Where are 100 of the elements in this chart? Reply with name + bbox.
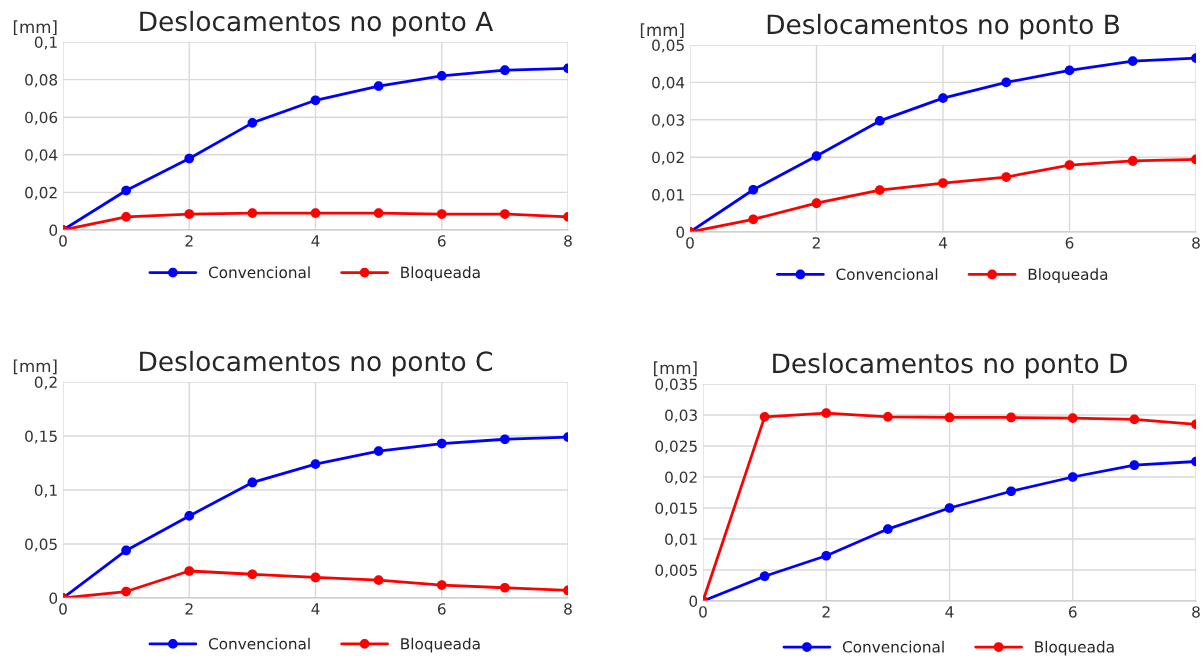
y-axis-title: [mm] bbox=[654, 361, 697, 377]
point bbox=[1064, 160, 1075, 170]
point bbox=[1006, 412, 1016, 423]
point bbox=[1001, 77, 1012, 88]
y-tick-label: 0,02 bbox=[652, 151, 684, 165]
y-tick-label: 0,02 bbox=[665, 471, 697, 485]
x-tick-label: 2 bbox=[822, 606, 830, 618]
legend-label: Convencional bbox=[836, 268, 938, 281]
x-tick-label: 6 bbox=[1068, 606, 1077, 618]
point bbox=[821, 408, 832, 418]
point bbox=[373, 208, 384, 218]
x-tick-label: 4 bbox=[945, 606, 954, 618]
x-tick-label: 6 bbox=[437, 603, 446, 615]
x-tick-label: 0 bbox=[699, 606, 707, 618]
point bbox=[121, 545, 131, 556]
point bbox=[184, 153, 195, 164]
point bbox=[944, 503, 955, 513]
y-axis-title: [mm] bbox=[13, 20, 57, 36]
y-tick-label: 0,03 bbox=[652, 114, 684, 128]
y-tick-label: 0,04 bbox=[25, 149, 58, 163]
point bbox=[938, 93, 948, 103]
point bbox=[121, 185, 131, 196]
y-tick-label: 0,035 bbox=[655, 378, 697, 392]
y-tick-label: 0,04 bbox=[652, 76, 685, 90]
legend-label: Convencional bbox=[208, 266, 310, 279]
point bbox=[310, 572, 321, 583]
point bbox=[310, 459, 321, 469]
x-tick-label: 0 bbox=[59, 603, 67, 615]
point bbox=[373, 81, 384, 92]
point bbox=[121, 586, 131, 597]
y-tick-label: 0,1 bbox=[34, 36, 57, 50]
legend-label: Bloqueada bbox=[401, 637, 480, 653]
x-tick-label: 2 bbox=[185, 235, 193, 247]
y-tick-label: 0,025 bbox=[655, 440, 697, 454]
point bbox=[247, 569, 258, 580]
x-tick-label: 8 bbox=[564, 603, 572, 615]
chart-title: Deslocamentos no ponto A bbox=[140, 10, 494, 37]
legend-label: Bloqueada bbox=[1028, 268, 1108, 283]
y-tick-label: 0,02 bbox=[25, 186, 57, 200]
y-tick-label: 0,01 bbox=[665, 533, 697, 547]
point bbox=[436, 70, 447, 81]
y-tick-label: 0,08 bbox=[25, 74, 58, 88]
legend-label: Convencional bbox=[842, 640, 944, 653]
point bbox=[1006, 486, 1016, 497]
x-tick-label: 2 bbox=[185, 603, 193, 615]
point bbox=[883, 412, 893, 422]
legend-label: Convencional bbox=[208, 637, 310, 650]
point bbox=[1001, 172, 1012, 182]
y-axis-title: [mm] bbox=[640, 23, 684, 39]
x-tick-label: 6 bbox=[437, 235, 446, 247]
point bbox=[759, 412, 770, 422]
y-tick-label: 0 bbox=[49, 224, 58, 237]
point bbox=[247, 117, 258, 128]
point bbox=[310, 208, 321, 218]
point bbox=[121, 211, 131, 222]
y-tick-label: 0 bbox=[676, 226, 685, 239]
point bbox=[247, 477, 258, 488]
point bbox=[1127, 156, 1138, 166]
y-tick-label: 0,2 bbox=[34, 376, 57, 390]
point bbox=[500, 582, 510, 593]
x-tick-label: 4 bbox=[311, 603, 320, 615]
y-tick-label: 0,15 bbox=[25, 430, 57, 444]
x-tick-label: 8 bbox=[564, 235, 572, 247]
x-tick-label: 0 bbox=[59, 235, 67, 247]
point bbox=[1127, 56, 1138, 66]
y-tick-label: 0,01 bbox=[652, 189, 684, 203]
point bbox=[184, 209, 195, 219]
point bbox=[373, 575, 384, 586]
point bbox=[1129, 414, 1140, 425]
y-tick-label: 0 bbox=[49, 592, 58, 605]
point bbox=[436, 438, 447, 449]
point bbox=[874, 185, 885, 195]
point bbox=[500, 65, 510, 76]
y-tick-label: 0,005 bbox=[655, 564, 697, 578]
point bbox=[184, 566, 195, 576]
point bbox=[883, 524, 893, 534]
chart-title: Deslocamentos no ponto C bbox=[140, 350, 493, 377]
point bbox=[748, 214, 759, 225]
point bbox=[944, 412, 955, 423]
point bbox=[500, 209, 510, 219]
point bbox=[811, 151, 822, 161]
point bbox=[874, 116, 885, 126]
point bbox=[1067, 413, 1078, 423]
x-tick-label: 4 bbox=[311, 235, 320, 247]
point bbox=[1067, 472, 1078, 482]
point bbox=[821, 550, 832, 561]
y-tick-label: 0,1 bbox=[34, 484, 57, 498]
point bbox=[1129, 460, 1140, 471]
x-tick-label: 4 bbox=[938, 237, 947, 249]
y-tick-label: 0,03 bbox=[665, 409, 697, 423]
point bbox=[373, 446, 384, 456]
point bbox=[436, 580, 447, 590]
chart-title: Deslocamentos no ponto B bbox=[767, 13, 1119, 40]
point bbox=[310, 95, 321, 106]
y-tick-label: 0,015 bbox=[655, 502, 697, 516]
x-tick-label: 2 bbox=[812, 237, 820, 249]
y-tick-label: 0,06 bbox=[25, 111, 58, 125]
point bbox=[748, 184, 759, 195]
point bbox=[247, 208, 258, 218]
point bbox=[759, 571, 770, 582]
